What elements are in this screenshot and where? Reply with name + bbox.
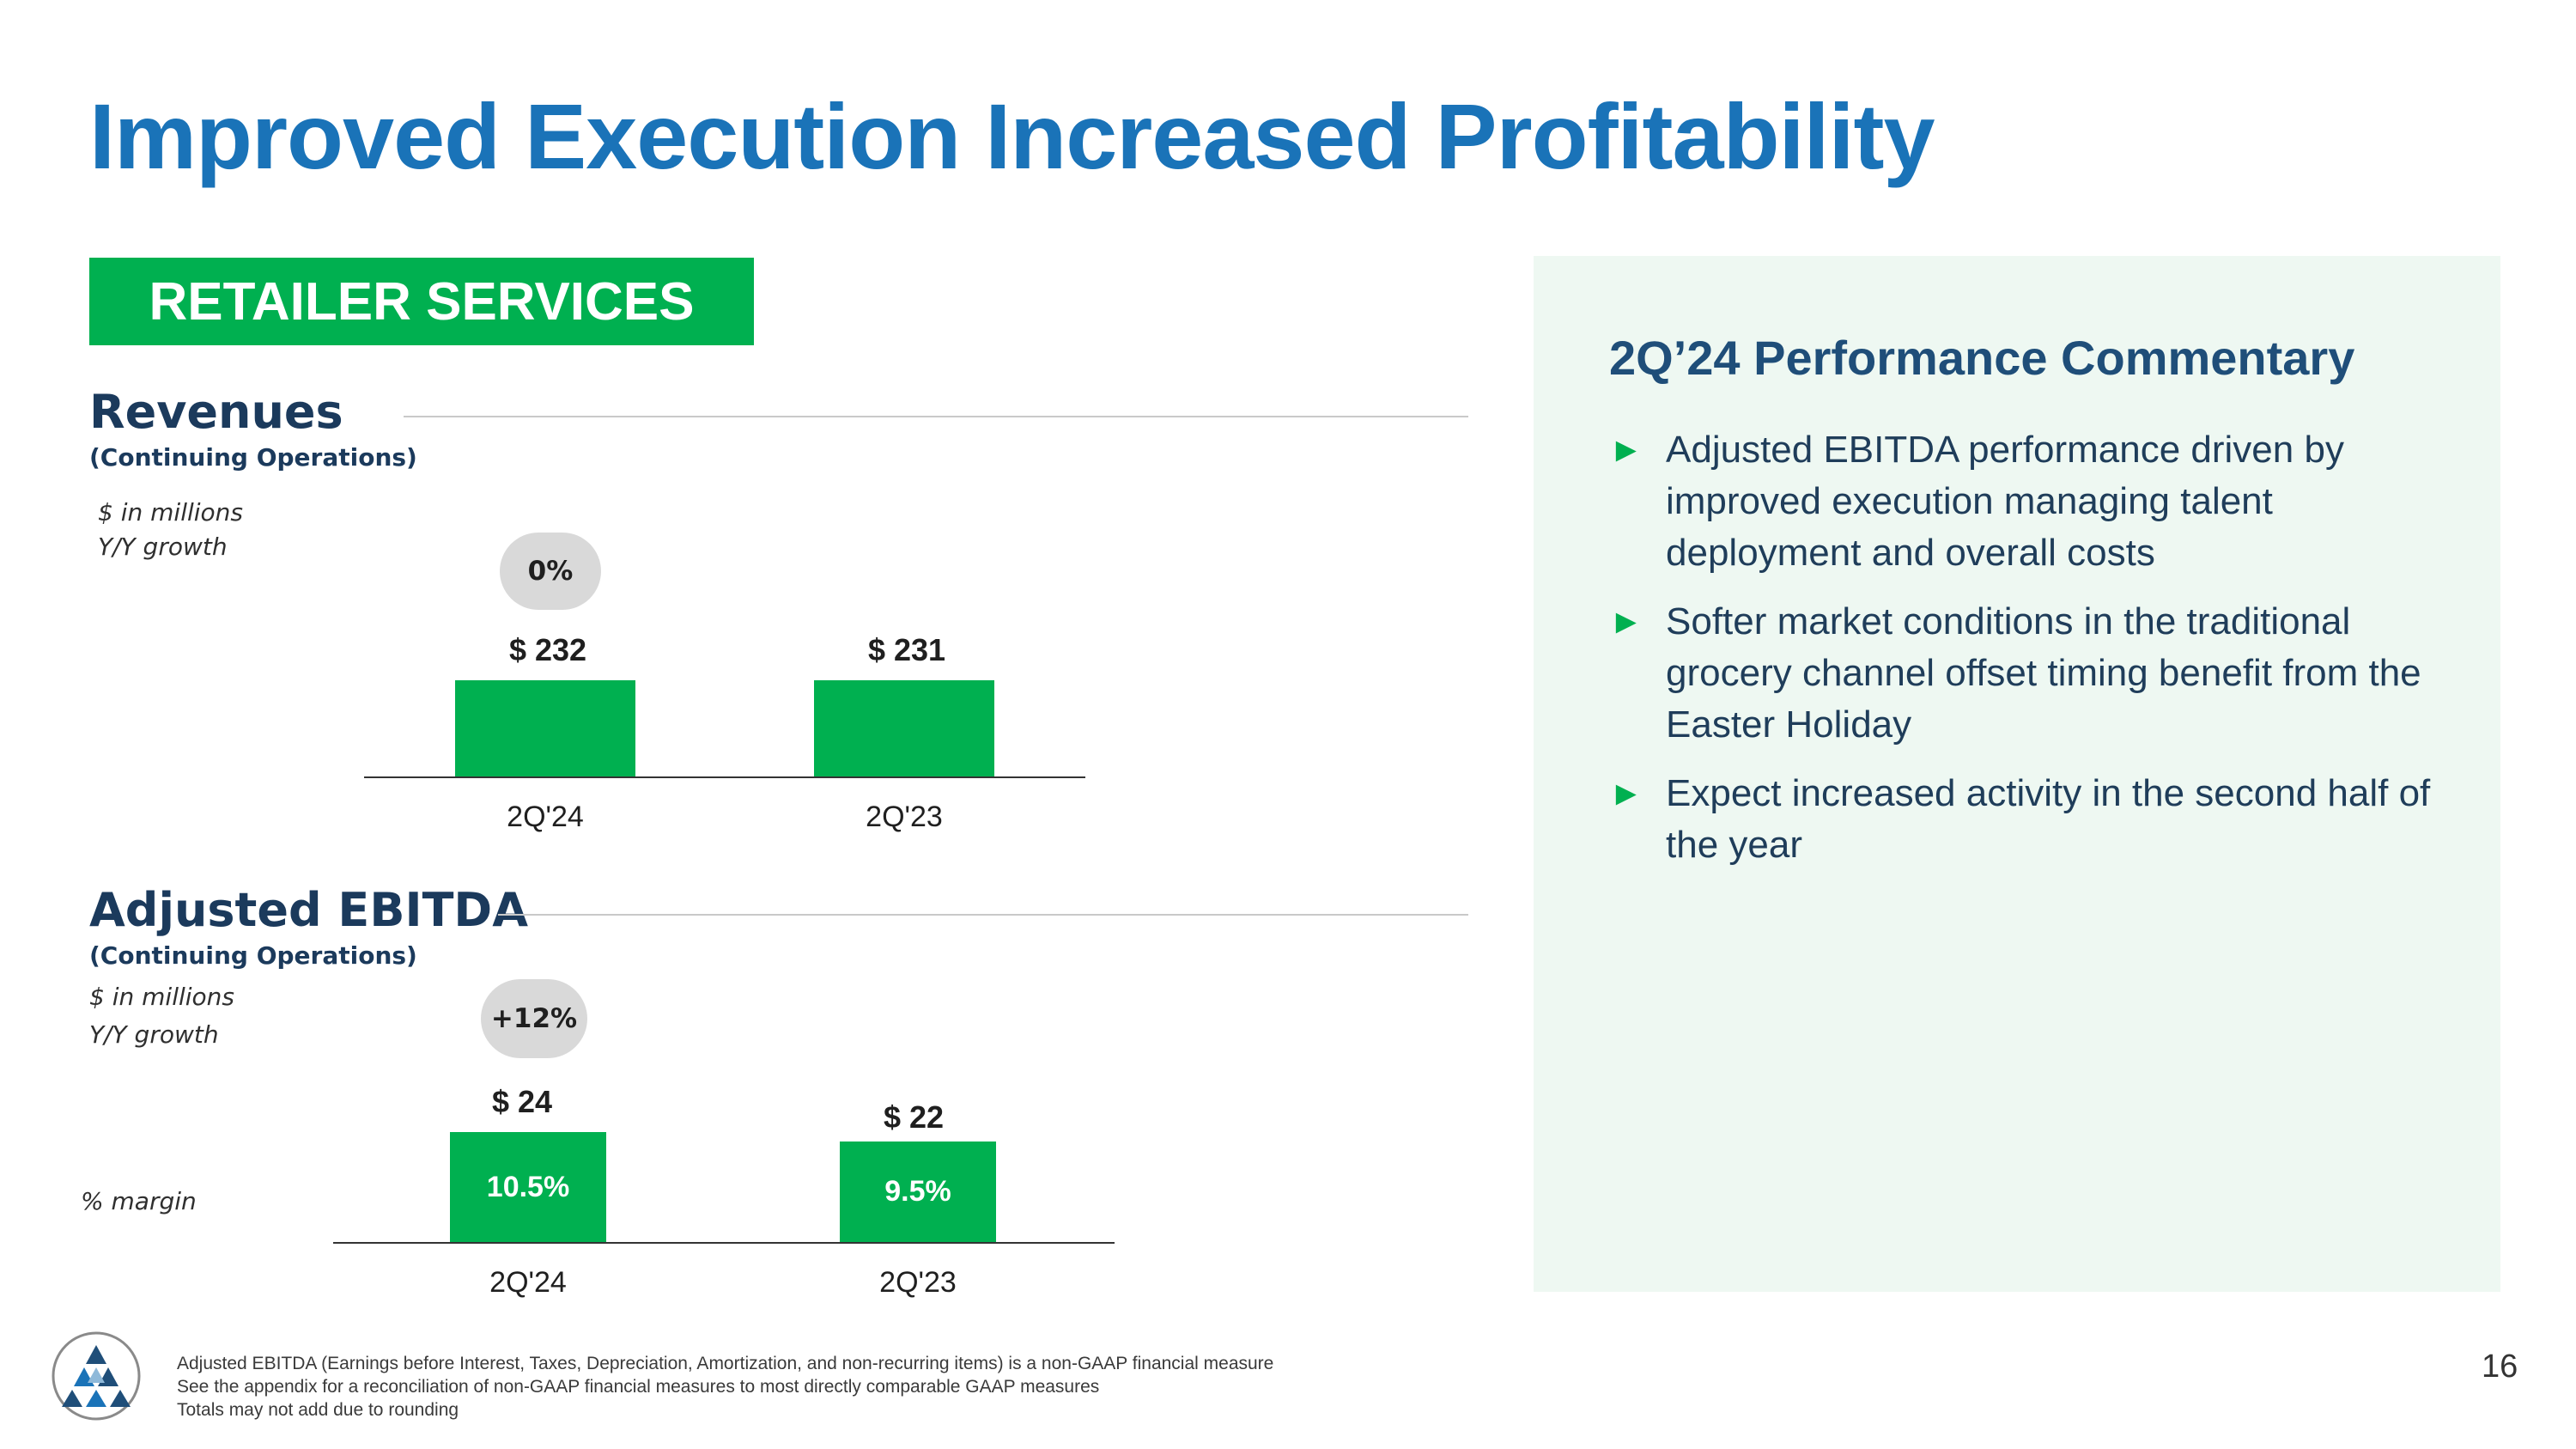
ebitda-heading: Adjusted EBITDA [89, 883, 529, 937]
triangle-bullet-icon: ► [1609, 775, 1643, 813]
ebitda-growth-badge: +12% [481, 979, 587, 1058]
ebitda-growth-note: Y/Y growth [89, 1020, 219, 1049]
section-label: RETAILER SERVICES [89, 258, 754, 345]
footnote-line: Totals may not add due to rounding [177, 1400, 459, 1420]
triangle-bullet-icon: ► [1609, 603, 1643, 641]
commentary-panel [1534, 256, 2500, 1292]
ebitda-x-axis [333, 1242, 1115, 1244]
page-title: Improved Execution Increased Profitabili… [89, 84, 1935, 188]
revenues-bar-2q24 [455, 680, 635, 776]
ebitda-xtick-2q24: 2Q'24 [489, 1266, 567, 1299]
revenues-bar-label-2q23: $ 231 [867, 632, 946, 667]
commentary-bullet: ► Adjusted EBITDA performance driven by … [1609, 424, 2433, 579]
page-number: 16 [2482, 1349, 2518, 1385]
ebitda-bar-label-2q23: $ 22 [883, 1099, 945, 1135]
ebitda-divider [498, 914, 1468, 916]
revenues-growth-note: Y/Y growth [98, 533, 228, 561]
commentary-bullet: ► Softer market conditions in the tradit… [1609, 596, 2433, 751]
commentary-bullet-text: Adjusted EBITDA performance driven by im… [1666, 429, 2344, 574]
footnote-line: Adjusted EBITDA (Earnings before Interes… [177, 1354, 1274, 1373]
commentary-bullet: ► Expect increased activity in the secon… [1609, 768, 2433, 871]
revenues-units-note: $ in millions [98, 498, 243, 527]
commentary-title: 2Q’24 Performance Commentary [1609, 331, 2355, 385]
revenues-bar-2q23 [814, 680, 994, 776]
ebitda-margin-note: % margin [81, 1187, 197, 1215]
ebitda-bar-label-2q24: $ 24 [491, 1084, 553, 1119]
revenues-xtick-2q24: 2Q'24 [507, 801, 584, 833]
ebitda-bar-2q24: 10.5% [450, 1132, 606, 1242]
ebitda-units-note: $ in millions [89, 983, 234, 1011]
company-logo-icon [50, 1330, 143, 1422]
triangle-bullet-icon: ► [1609, 431, 1643, 469]
commentary-bullet-text: Expect increased activity in the second … [1666, 772, 2431, 866]
ebitda-subheading: (Continuing Operations) [89, 941, 417, 970]
footnote-line: See the appendix for a reconciliation of… [177, 1377, 1100, 1397]
revenues-growth-badge: 0% [500, 533, 601, 610]
revenues-divider [404, 416, 1468, 417]
commentary-bullet-text: Softer market conditions in the traditio… [1666, 600, 2421, 746]
revenues-heading: Revenues [89, 385, 343, 439]
revenues-bar-label-2q24: $ 232 [508, 632, 587, 667]
revenues-subheading: (Continuing Operations) [89, 443, 417, 472]
revenues-xtick-2q23: 2Q'23 [866, 801, 943, 833]
ebitda-xtick-2q23: 2Q'23 [879, 1266, 957, 1299]
commentary-bullets: ► Adjusted EBITDA performance driven by … [1609, 424, 2433, 888]
ebitda-bar-2q23: 9.5% [840, 1142, 996, 1242]
revenues-x-axis [364, 776, 1085, 778]
footnotes: Adjusted EBITDA (Earnings before Interes… [177, 1352, 1273, 1422]
